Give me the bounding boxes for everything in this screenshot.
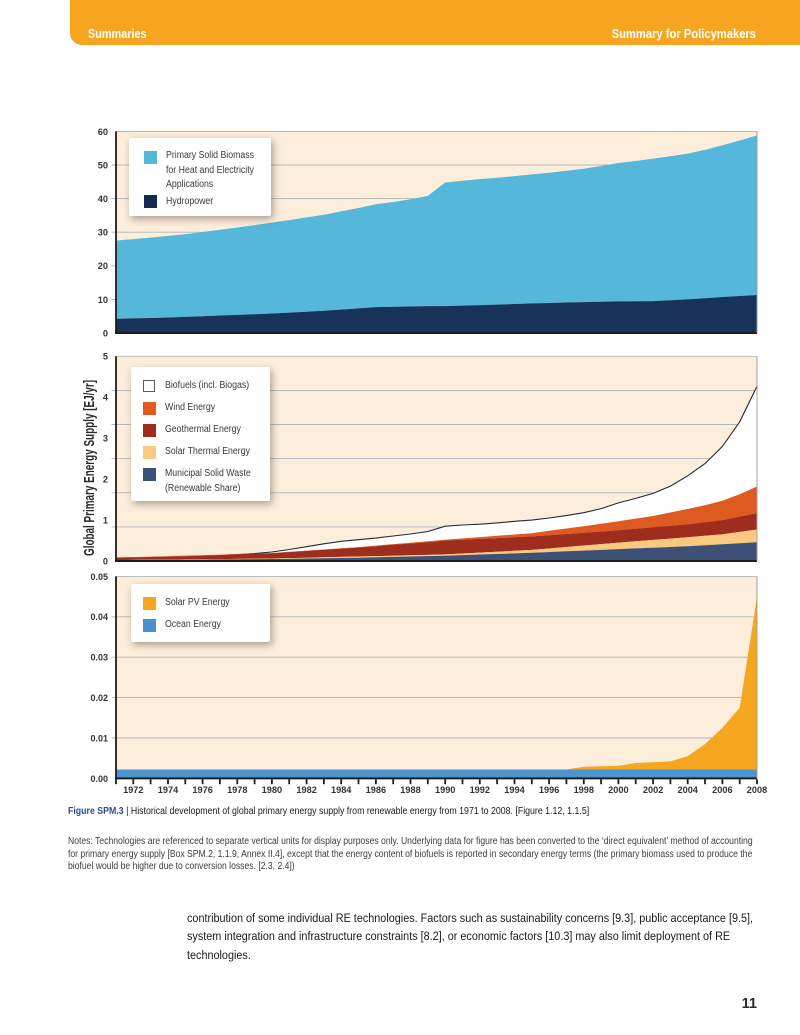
- svg-text:1988: 1988: [400, 785, 420, 795]
- svg-text:30: 30: [98, 228, 108, 238]
- svg-text:2008: 2008: [747, 785, 767, 795]
- svg-text:1974: 1974: [158, 785, 179, 795]
- svg-text:1978: 1978: [227, 785, 247, 795]
- svg-text:1996: 1996: [539, 785, 559, 795]
- svg-text:50: 50: [98, 160, 108, 170]
- svg-text:1994: 1994: [504, 785, 525, 795]
- svg-text:2004: 2004: [677, 785, 698, 795]
- svg-text:0.03: 0.03: [90, 653, 108, 663]
- svg-text:1992: 1992: [470, 785, 490, 795]
- svg-text:1: 1: [103, 516, 108, 526]
- svg-text:Global Primary Energy Supply [: Global Primary Energy Supply [EJ/yr]: [82, 380, 98, 556]
- svg-text:0.02: 0.02: [90, 693, 108, 703]
- svg-text:2006: 2006: [712, 785, 732, 795]
- svg-text:2: 2: [103, 475, 108, 485]
- svg-text:60: 60: [98, 127, 108, 137]
- svg-text:1986: 1986: [366, 785, 386, 795]
- svg-text:0.05: 0.05: [90, 572, 108, 582]
- svg-text:1998: 1998: [574, 785, 594, 795]
- svg-text:1990: 1990: [435, 785, 455, 795]
- svg-text:0.00: 0.00: [90, 774, 108, 784]
- svg-text:0: 0: [103, 328, 108, 338]
- svg-text:3: 3: [103, 434, 108, 444]
- svg-text:10: 10: [98, 295, 108, 305]
- svg-text:1982: 1982: [296, 785, 316, 795]
- svg-text:1984: 1984: [331, 785, 352, 795]
- svg-text:0.01: 0.01: [90, 733, 108, 743]
- svg-text:1976: 1976: [192, 785, 212, 795]
- svg-text:40: 40: [98, 194, 108, 204]
- svg-text:1972: 1972: [123, 785, 143, 795]
- svg-text:2000: 2000: [608, 785, 628, 795]
- svg-text:0.04: 0.04: [90, 612, 108, 622]
- svg-text:2002: 2002: [643, 785, 663, 795]
- svg-text:5: 5: [103, 352, 108, 362]
- svg-text:20: 20: [98, 261, 108, 271]
- svg-text:4: 4: [103, 393, 109, 403]
- svg-text:0: 0: [103, 556, 108, 566]
- svg-text:1980: 1980: [262, 785, 282, 795]
